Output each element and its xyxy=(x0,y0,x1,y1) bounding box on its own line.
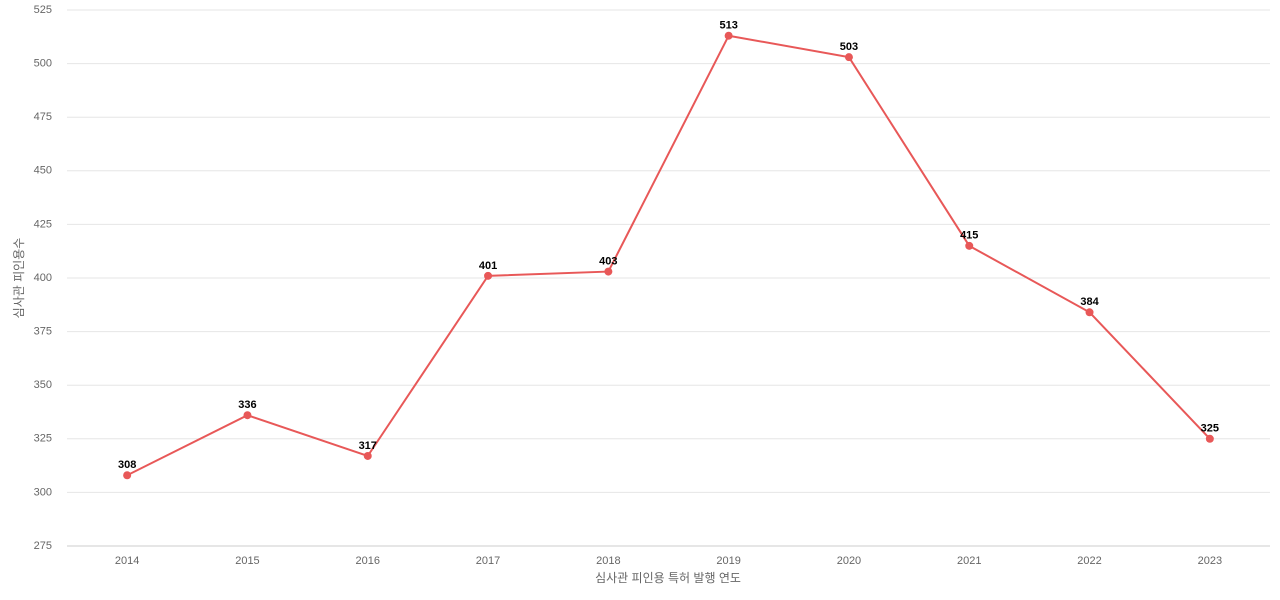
point xyxy=(604,267,613,276)
point xyxy=(1205,434,1214,443)
y-tick-label: 450 xyxy=(34,165,52,177)
data-label: 503 xyxy=(840,41,858,53)
x-axis-label: 심사관 피인용 특허 발행 연도 xyxy=(595,570,741,585)
x-tick-label: 2015 xyxy=(235,555,259,567)
x-tick-label: 2021 xyxy=(957,555,981,567)
x-tick-label: 2018 xyxy=(596,555,620,567)
data-label: 401 xyxy=(479,260,497,272)
data-label: 325 xyxy=(1201,423,1219,435)
data-label: 384 xyxy=(1080,296,1099,308)
y-tick-label: 500 xyxy=(34,58,52,70)
data-label: 403 xyxy=(599,255,617,267)
data-label: 336 xyxy=(238,399,256,411)
point xyxy=(363,451,372,460)
y-axis-label: 심사관 피인용수 xyxy=(12,238,26,319)
x-tick-label: 2023 xyxy=(1198,555,1222,567)
data-label: 513 xyxy=(719,20,737,32)
y-tick-label: 475 xyxy=(34,111,52,123)
x-tick-label: 2019 xyxy=(716,555,740,567)
point xyxy=(724,31,733,40)
y-tick-label: 275 xyxy=(34,540,52,552)
x-tick-label: 2020 xyxy=(837,555,861,567)
y-tick-label: 425 xyxy=(34,218,52,230)
y-tick-label: 300 xyxy=(34,486,52,498)
y-tick-label: 325 xyxy=(34,433,52,445)
y-tick-label: 350 xyxy=(34,379,52,391)
x-tick-label: 2022 xyxy=(1077,555,1101,567)
point xyxy=(1085,308,1094,317)
x-tick-label: 2016 xyxy=(356,555,380,567)
data-label: 317 xyxy=(359,440,377,452)
point xyxy=(844,53,853,62)
point xyxy=(965,241,974,250)
y-tick-label: 400 xyxy=(34,272,52,284)
y-tick-label: 375 xyxy=(34,326,52,338)
x-tick-label: 2017 xyxy=(476,555,500,567)
point xyxy=(484,271,493,280)
data-label: 415 xyxy=(960,230,978,242)
point xyxy=(123,471,132,480)
y-tick-label: 525 xyxy=(34,4,52,16)
line xyxy=(126,34,1211,477)
point xyxy=(243,411,252,420)
x-tick-label: 2014 xyxy=(115,555,139,567)
data-label: 308 xyxy=(118,459,136,471)
